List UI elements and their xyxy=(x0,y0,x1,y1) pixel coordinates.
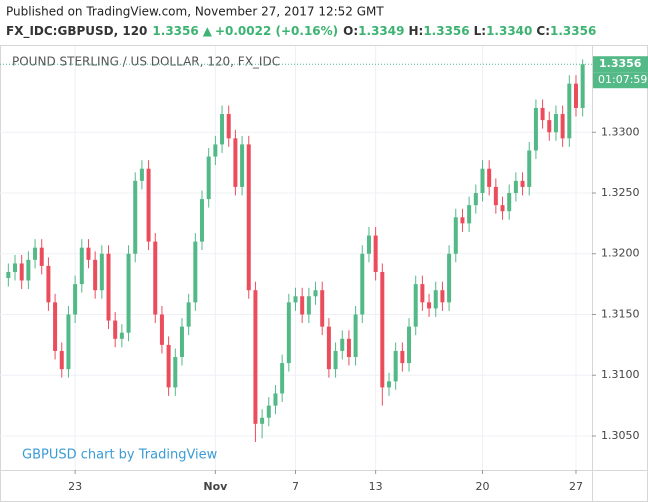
y-tick-label: 1.3150 xyxy=(601,307,640,320)
low-value: 1.3340 xyxy=(486,24,532,38)
last-price: 1.3356 xyxy=(152,24,198,38)
x-tick-label: 23 xyxy=(68,480,82,493)
high-value: 1.3356 xyxy=(423,24,469,38)
x-tick-label: Nov xyxy=(203,480,228,493)
change: +0.0022 (+0.16%) xyxy=(215,24,338,38)
last-price-tag xyxy=(593,56,648,73)
high-label: H: xyxy=(408,24,423,38)
countdown-label: 01:07:59 xyxy=(598,73,647,86)
watermark: GBPUSD chart by TradingView xyxy=(22,448,218,463)
x-tick-label: 20 xyxy=(475,480,489,493)
published-line: Published on TradingView.com, November 2… xyxy=(6,5,384,19)
open-label: O: xyxy=(343,24,358,38)
open-value: 1.3349 xyxy=(358,24,404,38)
symbol: FX_IDC:GBPUSD, 120 xyxy=(6,24,147,39)
x-tick-label: 27 xyxy=(569,480,583,493)
y-tick-label: 1.3050 xyxy=(601,429,640,442)
countdown-tag xyxy=(593,72,648,89)
quote-line: FX_IDC:GBPUSD, 120 1.3356 ▲ +0.0022 (+0.16%… xyxy=(6,24,596,39)
y-tick-label: 1.3100 xyxy=(601,368,640,381)
grid xyxy=(0,46,592,470)
y-tick-label: 1.3300 xyxy=(601,125,640,138)
close-label: C: xyxy=(536,24,550,38)
y-tick-label: 1.3200 xyxy=(601,247,640,260)
close-value: 1.3356 xyxy=(550,24,596,38)
low-label: L: xyxy=(474,24,486,38)
x-tick-label: 7 xyxy=(292,480,299,493)
chart-frame xyxy=(0,45,648,502)
change-arrow: ▲ xyxy=(203,24,213,38)
last-price-label: 1.3356 xyxy=(599,57,642,70)
y-tick-label: 1.3250 xyxy=(601,186,640,199)
chart-title: POUND STERLING / US DOLLAR, 120, FX_IDC xyxy=(12,55,280,69)
x-tick-label: 13 xyxy=(369,480,383,493)
